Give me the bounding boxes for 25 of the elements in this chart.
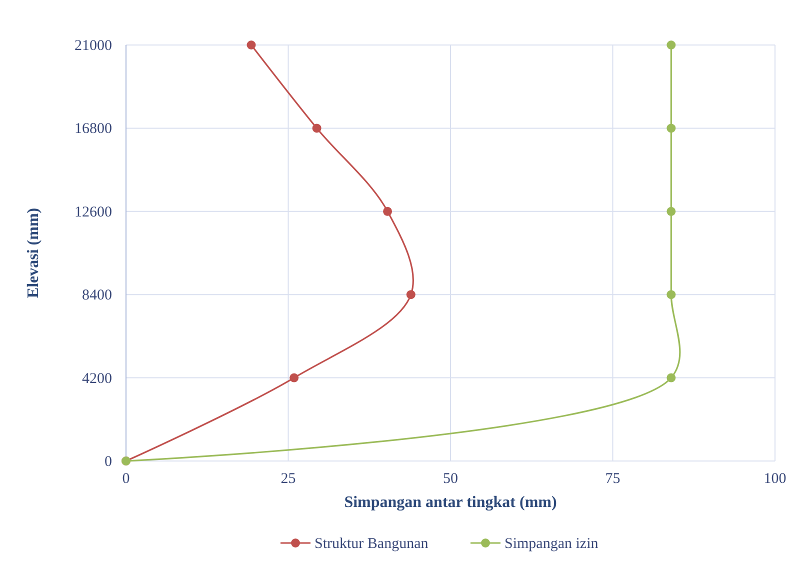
point	[246, 40, 256, 50]
x-tick-label: 0	[122, 471, 130, 487]
x-tick-label: 25	[280, 471, 296, 487]
x-tick-label: 75	[605, 471, 620, 487]
x-tick-label: 100	[764, 471, 786, 487]
legend-label: Struktur Bangunan	[314, 536, 429, 552]
y-axis-title: Elevasi (mm)	[25, 208, 42, 298]
point	[666, 124, 676, 133]
x-tick-label: 50	[443, 471, 458, 487]
point	[666, 206, 676, 216]
y-tick-label: 21000	[74, 38, 112, 54]
x-axis-title: Simpangan antar tingkat (mm)	[344, 494, 557, 511]
y-tick-label: 8400	[82, 288, 112, 304]
point	[383, 206, 392, 216]
point	[666, 290, 676, 300]
point	[406, 290, 416, 300]
y-tick-label: 16800	[74, 121, 112, 138]
point	[312, 124, 322, 133]
point	[666, 40, 676, 50]
y-tick-label: 4200	[82, 370, 112, 387]
legend-label: Simpangan izin	[504, 536, 599, 552]
y-tick-label: 0	[104, 454, 112, 470]
y-tick-label: 12600	[74, 204, 112, 220]
point	[666, 373, 676, 382]
point	[290, 373, 299, 382]
